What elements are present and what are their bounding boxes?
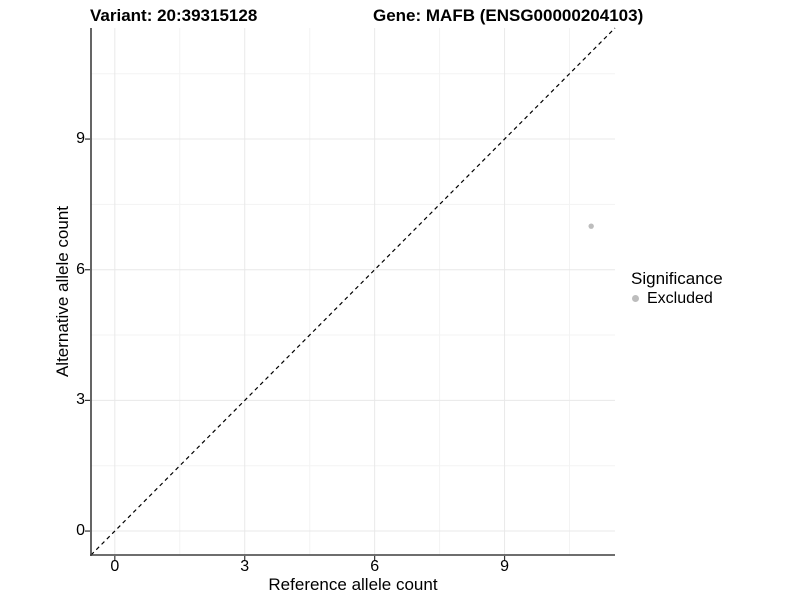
legend-item-excluded: Excluded <box>631 289 723 308</box>
x-tick-label: 6 <box>370 558 380 575</box>
plot-title-gene: Gene: MAFB (ENSG00000204103) <box>373 6 644 25</box>
legend-title: Significance <box>631 269 723 288</box>
legend: Significance Excluded <box>631 268 723 308</box>
x-tick-label: 3 <box>240 558 250 575</box>
legend-point-icon <box>632 295 639 302</box>
y-tick-label: 9 <box>76 130 85 148</box>
legend-item-label: Excluded <box>647 289 713 307</box>
x-tick-label: 0 <box>110 558 120 575</box>
x-axis-title: Reference allele count <box>268 575 438 594</box>
plot-title-variant: Variant: 20:39315128 <box>90 6 258 25</box>
y-tick-label: 6 <box>76 260 85 278</box>
y-tick-label: 0 <box>76 522 85 540</box>
x-tick-label: 9 <box>500 558 510 575</box>
y-axis-title: Alternative allele count <box>53 205 72 378</box>
data-point <box>588 223 594 229</box>
y-tick-label: 3 <box>76 391 85 409</box>
identity-dashed-line <box>90 27 616 556</box>
